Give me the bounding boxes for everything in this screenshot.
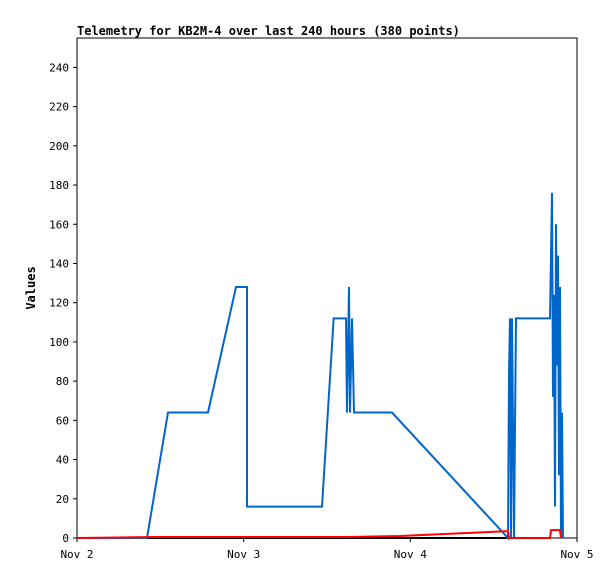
x-tick-label: Nov 3 [227, 548, 260, 561]
y-tick-label: 40 [56, 454, 69, 467]
y-tick-label: 20 [56, 493, 69, 506]
y-tick-label: 220 [49, 101, 69, 114]
plot-frame [76, 37, 578, 539]
x-tick-label: Nov 4 [394, 548, 427, 561]
y-tick-label: 160 [49, 218, 69, 231]
y-tick-label: 140 [49, 257, 69, 270]
y-axis-label: Values [24, 266, 38, 309]
x-tick-label: Nov 5 [560, 548, 593, 561]
data-line [76, 529, 562, 539]
y-tick-label: 120 [49, 297, 69, 310]
y-tick-label: 200 [49, 140, 69, 153]
y-tick-label: 240 [49, 61, 69, 74]
y-tick-label: 100 [49, 336, 69, 349]
y-tick-label: 0 [62, 532, 69, 545]
y-tick-label: 80 [56, 375, 69, 388]
chart-title: Telemetry for KB2M-4 over last 240 hours… [77, 24, 460, 38]
y-tick-label: 60 [56, 414, 69, 427]
data-line [77, 192, 564, 541]
x-tick-label: Nov 2 [60, 548, 93, 561]
y-tick-label: 180 [49, 179, 69, 192]
